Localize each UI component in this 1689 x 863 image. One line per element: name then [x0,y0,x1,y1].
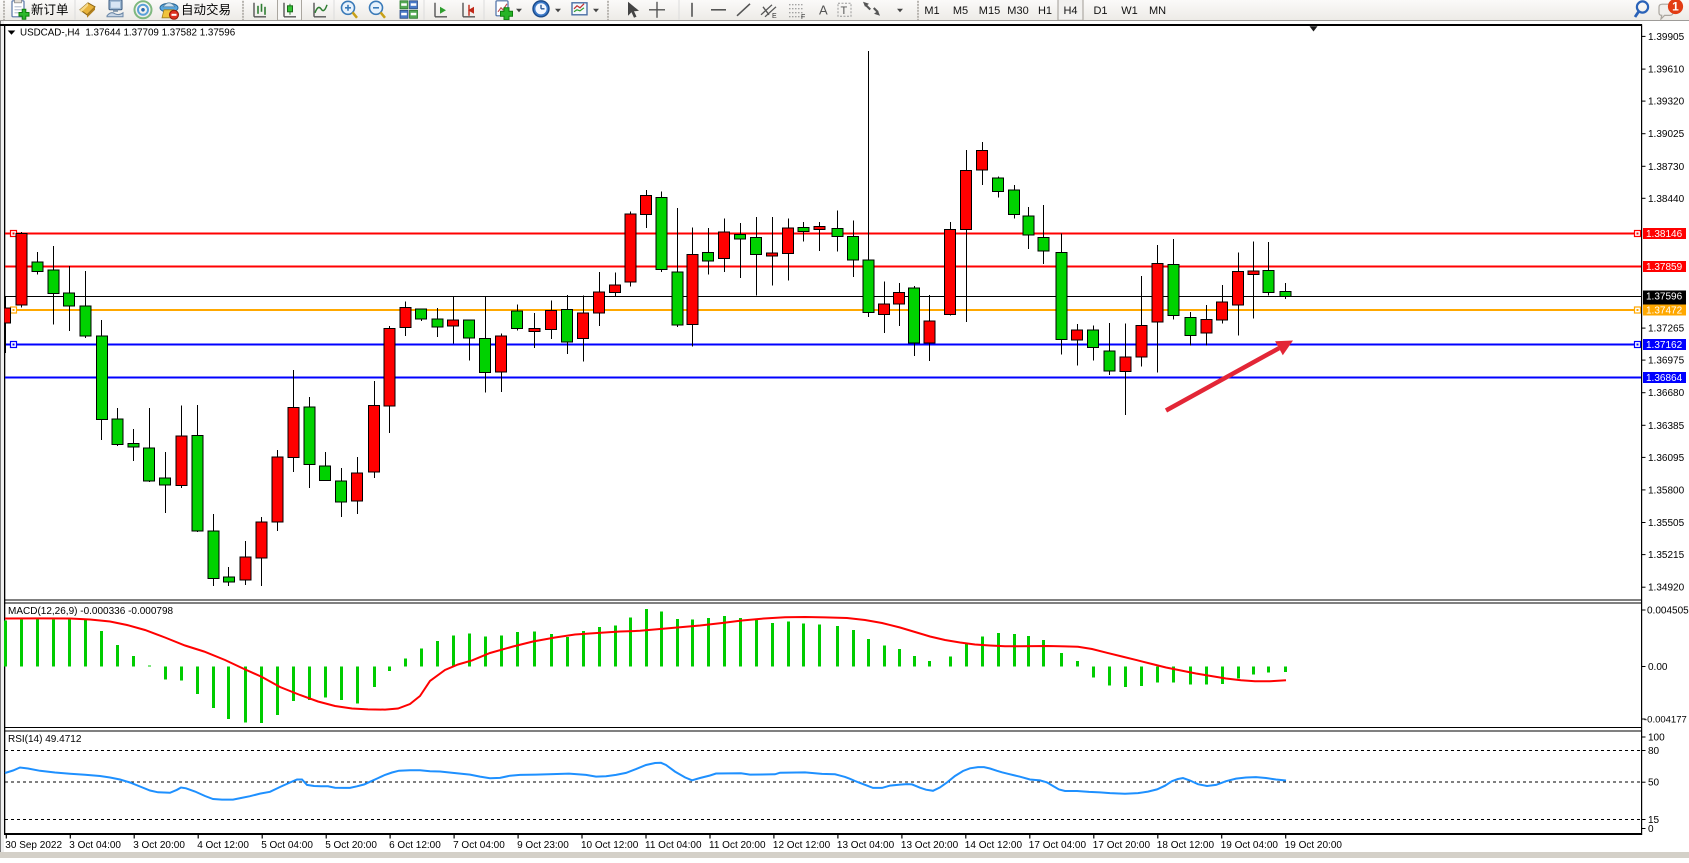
svg-text:A: A [819,2,828,17]
svg-text:1.37859: 1.37859 [1646,262,1683,273]
svg-text:1.38440: 1.38440 [1648,194,1685,205]
svg-text:F: F [801,14,805,20]
svg-text:1.36095: 1.36095 [1648,453,1685,464]
svg-text:18 Oct 12:00: 18 Oct 12:00 [1157,840,1215,851]
svg-text:1.39905: 1.39905 [1648,32,1685,43]
svg-text:M5: M5 [953,5,968,17]
svg-text:15: 15 [1648,815,1660,826]
svg-text:USDCAD-,H4 1.37644 1.37709 1.: USDCAD-,H4 1.37644 1.37709 1.37582 1.375… [20,28,236,39]
svg-text:T: T [841,5,848,17]
svg-text:6 Oct 12:00: 6 Oct 12:00 [389,840,441,851]
svg-text:17 Oct 20:00: 17 Oct 20:00 [1093,840,1151,851]
svg-text:12 Oct 12:00: 12 Oct 12:00 [773,840,831,851]
svg-text:1.35215: 1.35215 [1648,550,1685,561]
svg-text:17 Oct 04:00: 17 Oct 04:00 [1029,840,1087,851]
svg-text:1.37472: 1.37472 [1646,306,1683,317]
svg-text:1.37596: 1.37596 [1646,292,1683,303]
svg-text:4 Oct 12:00: 4 Oct 12:00 [197,840,249,851]
svg-text:11 Oct 04:00: 11 Oct 04:00 [645,840,702,851]
svg-text:1: 1 [1672,0,1679,14]
svg-text:E: E [772,13,777,20]
svg-text:13 Oct 04:00: 13 Oct 04:00 [837,840,895,851]
svg-text:1.39320: 1.39320 [1648,97,1685,108]
svg-text:1.37265: 1.37265 [1648,324,1685,335]
svg-text:13 Oct 20:00: 13 Oct 20:00 [901,840,959,851]
svg-text:5 Oct 20:00: 5 Oct 20:00 [325,840,377,851]
svg-text:19 Oct 04:00: 19 Oct 04:00 [1221,840,1279,851]
svg-text:W1: W1 [1121,5,1138,17]
svg-text:-0.004177: -0.004177 [1644,715,1687,726]
svg-text:1.38730: 1.38730 [1648,162,1685,173]
svg-text:7 Oct 04:00: 7 Oct 04:00 [453,840,505,851]
svg-text:50: 50 [1648,778,1660,789]
svg-text:M15: M15 [979,5,1000,17]
svg-text:11 Oct 20:00: 11 Oct 20:00 [709,840,766,851]
svg-text:100: 100 [1648,733,1665,744]
svg-text:1.36680: 1.36680 [1648,388,1685,399]
svg-text:M30: M30 [1007,5,1028,17]
svg-text:3 Oct 20:00: 3 Oct 20:00 [133,840,185,851]
svg-text:新订单: 新订单 [31,2,69,17]
svg-text:1.36975: 1.36975 [1648,356,1685,367]
svg-text:80: 80 [1648,746,1660,757]
svg-text:19 Oct 20:00: 19 Oct 20:00 [1285,840,1343,851]
svg-text:D1: D1 [1093,5,1107,17]
svg-text:自动交易: 自动交易 [181,2,231,17]
svg-text:9 Oct 23:00: 9 Oct 23:00 [517,840,569,851]
svg-text:H1: H1 [1038,5,1052,17]
svg-text:MN: MN [1149,5,1166,17]
svg-text:0: 0 [1648,824,1654,835]
svg-text:3 Oct 04:00: 3 Oct 04:00 [69,840,121,851]
svg-text:H4: H4 [1063,5,1077,17]
svg-text:MACD(12,26,9) -0.000336 -0.000: MACD(12,26,9) -0.000336 -0.000798 [8,606,174,617]
svg-text:1.39610: 1.39610 [1648,65,1685,76]
svg-text:0.004505: 0.004505 [1647,606,1689,617]
svg-text:1.35505: 1.35505 [1648,518,1685,529]
svg-text:M1: M1 [924,5,939,17]
svg-text:0.00: 0.00 [1648,662,1668,673]
svg-text:10 Oct 12:00: 10 Oct 12:00 [581,840,639,851]
svg-text:1.39025: 1.39025 [1648,129,1685,140]
svg-text:1.34920: 1.34920 [1648,583,1685,594]
svg-text:RSI(14) 49.4712: RSI(14) 49.4712 [8,734,82,745]
svg-text:1.38146: 1.38146 [1646,229,1683,240]
svg-text:14 Oct 12:00: 14 Oct 12:00 [965,840,1023,851]
svg-text:1.36864: 1.36864 [1646,373,1683,384]
svg-text:1.37162: 1.37162 [1646,340,1683,351]
svg-text:1.35800: 1.35800 [1648,485,1685,496]
svg-text:30 Sep 2022: 30 Sep 2022 [5,840,62,851]
svg-text:1.36385: 1.36385 [1648,421,1685,432]
svg-text:5 Oct 04:00: 5 Oct 04:00 [261,840,313,851]
